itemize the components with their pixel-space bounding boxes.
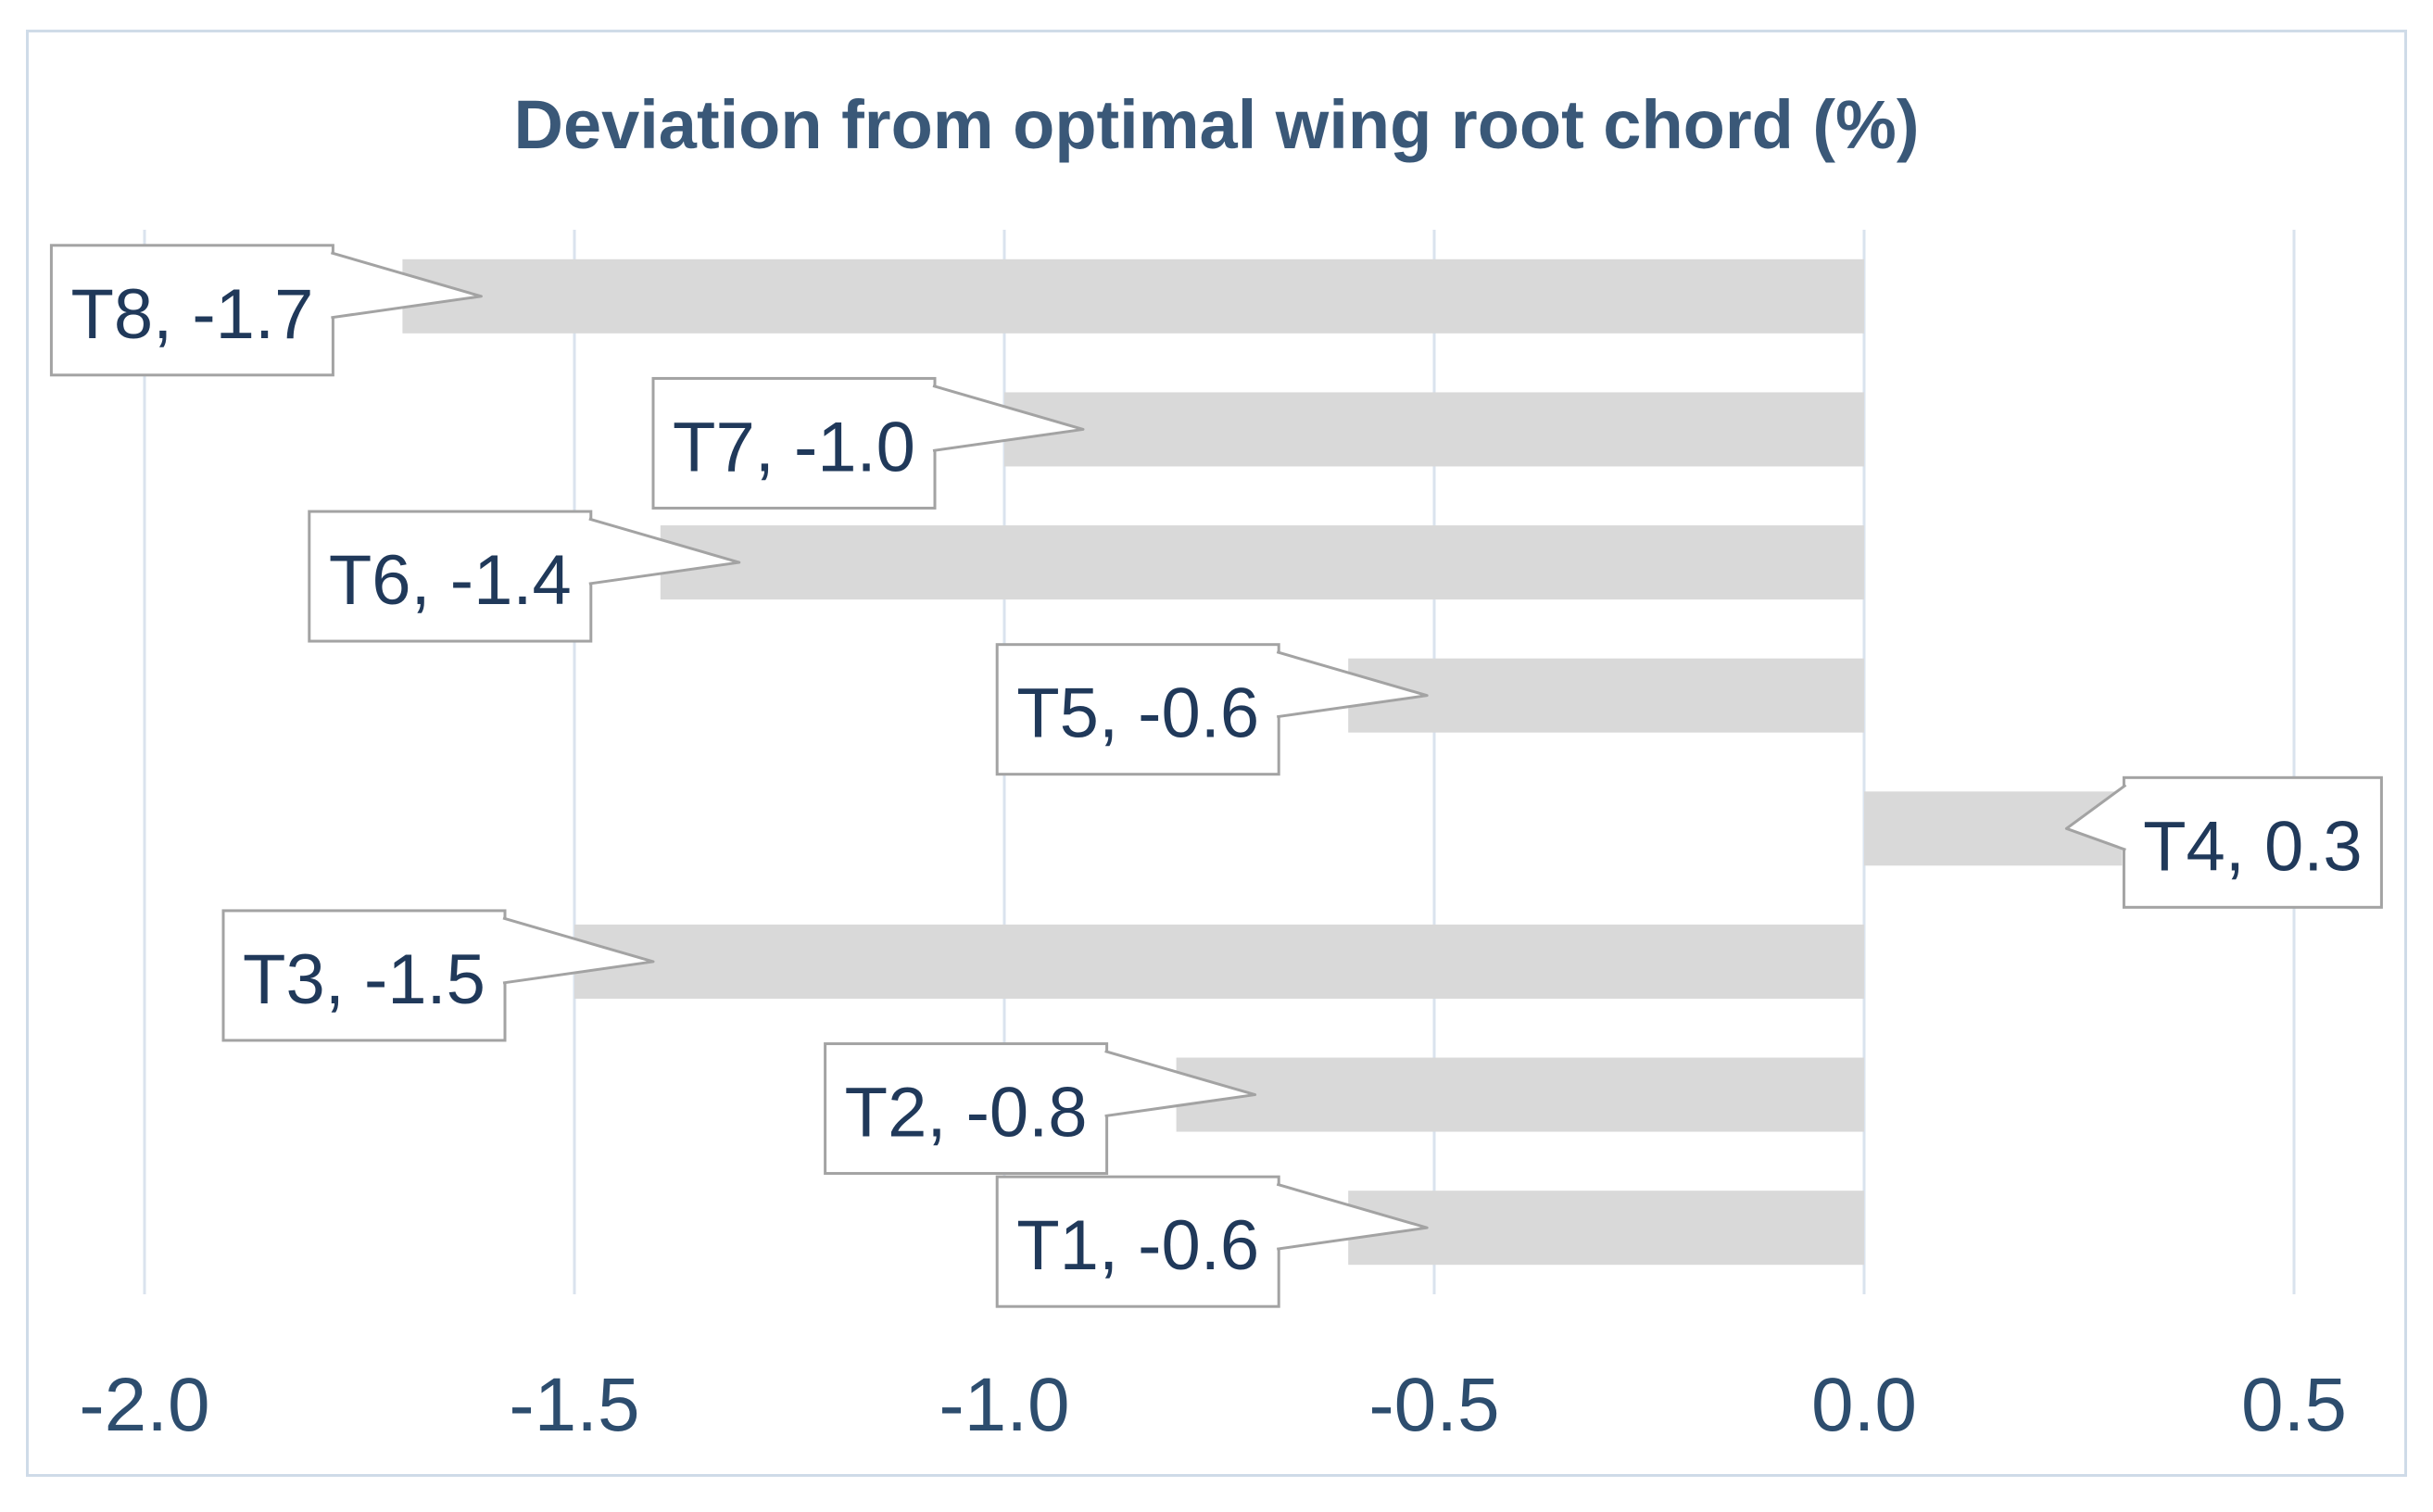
callout-pointer	[2064, 784, 2127, 851]
data-label-text-T8: T8, -1.7	[70, 275, 313, 354]
bar-T6	[660, 525, 1864, 600]
data-label-callout-T7: T7, -1.0	[651, 376, 1085, 510]
callout-box	[308, 510, 593, 643]
data-label-callout-T2: T2, -0.8	[824, 1042, 1257, 1176]
callout-pointer	[932, 384, 1085, 452]
bar-T2	[1176, 1057, 1864, 1132]
bar-T1	[1348, 1191, 1864, 1266]
data-label-text-T6: T6, -1.4	[329, 541, 572, 620]
data-label-text-T2: T2, -0.8	[845, 1074, 1088, 1153]
x-tick-label-0.0: 0.0	[1811, 1363, 1917, 1447]
x-tick-label--0.5: -0.5	[1368, 1363, 1499, 1447]
bar-T7	[1004, 392, 1864, 467]
data-label-callout-T5: T5, -0.6	[995, 643, 1429, 776]
bar-series	[402, 258, 2123, 1266]
callout-pointer	[502, 916, 655, 985]
x-axis-tick-labels: -2.0 -1.5 -1.0 -0.5 0.0 0.5	[79, 1363, 2347, 1447]
bar-T5	[1348, 658, 1864, 733]
data-label-callout-T3: T3, -1.5	[221, 909, 655, 1042]
callout-pointer	[588, 517, 741, 586]
callout-box	[2122, 775, 2383, 909]
callout-pointer	[330, 251, 483, 320]
data-label-callout-T6: T6, -1.4	[308, 510, 741, 643]
data-label-callout-T8: T8, -1.7	[49, 244, 483, 377]
data-label-text-T1: T1, -0.6	[1016, 1206, 1259, 1285]
callout-box	[221, 909, 507, 1042]
callout-box	[824, 1042, 1109, 1176]
data-label-callout-T4: T4, 0.3	[2064, 775, 2383, 909]
data-label-text-T5: T5, -0.6	[1016, 674, 1259, 753]
x-tick-label-0.5: 0.5	[2241, 1363, 2347, 1447]
chart-title: Deviation from optimal wing root chord (…	[514, 86, 1920, 163]
callout-pointer	[1104, 1050, 1257, 1118]
x-tick-label--1.5: -1.5	[509, 1363, 639, 1447]
data-label-text-T4: T4, 0.3	[2143, 807, 2363, 886]
bar-T3	[574, 924, 1864, 999]
bar-T8	[402, 258, 1864, 334]
callout-box	[995, 643, 1280, 776]
data-label-text-T7: T7, -1.0	[673, 408, 915, 486]
data-label-callout-T1: T1, -0.6	[995, 1175, 1429, 1308]
data-label-callouts: T8, -1.7 T7, -1.0 T6, -1.4 T5, -0.6 T4, 0.3 T…	[49, 244, 2383, 1308]
callout-pointer	[1276, 650, 1429, 719]
callout-pointer	[1276, 1182, 1429, 1251]
callout-box	[995, 1175, 1280, 1308]
x-tick-label--1.0: -1.0	[939, 1363, 1069, 1447]
x-tick-label--2.0: -2.0	[79, 1363, 209, 1447]
data-label-text-T3: T3, -1.5	[243, 940, 485, 1019]
